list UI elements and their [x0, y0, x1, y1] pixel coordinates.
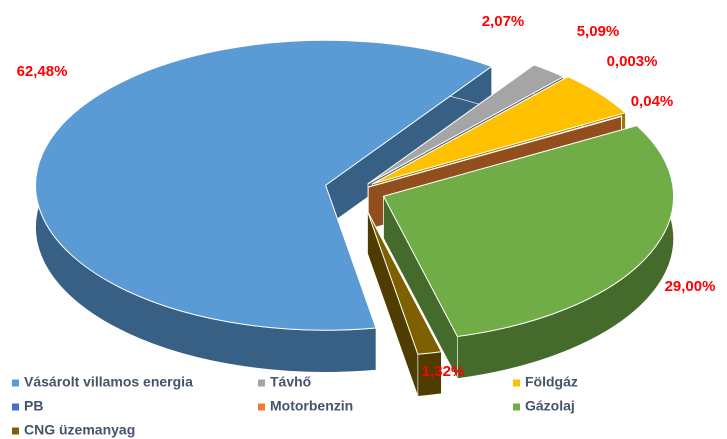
legend-swatch — [12, 427, 19, 435]
legend-label: PB — [24, 398, 43, 414]
value-label: 2,07% — [482, 13, 525, 30]
legend-swatch — [258, 403, 265, 411]
slice — [35, 39, 493, 331]
value-label: 0,04% — [631, 93, 674, 110]
legend-label: Távhő — [270, 374, 311, 390]
legend-label: CNG üzemanyag — [24, 422, 135, 438]
slice — [367, 211, 443, 355]
legend-label: Gázolaj — [525, 398, 575, 414]
slice — [382, 125, 675, 338]
legend-label: Motorbenzin — [270, 398, 353, 414]
value-label: 5,09% — [577, 23, 620, 40]
value-label: 29,00% — [665, 278, 716, 295]
legend-swatch — [12, 379, 19, 387]
slice — [368, 115, 623, 188]
slice — [372, 76, 627, 185]
legend-swatch — [513, 379, 520, 387]
value-label: 62,48% — [17, 63, 68, 80]
legend-label: Földgáz — [525, 374, 578, 390]
legend-swatch — [12, 403, 19, 411]
pie-tops — [35, 39, 675, 355]
value-label: 1,32% — [422, 363, 465, 380]
legend-swatch — [258, 379, 265, 387]
value-label: 0,003% — [607, 53, 658, 70]
slice — [367, 64, 565, 185]
legend-swatch — [513, 403, 520, 411]
legend-label: Vásárolt villamos energia — [24, 374, 193, 390]
